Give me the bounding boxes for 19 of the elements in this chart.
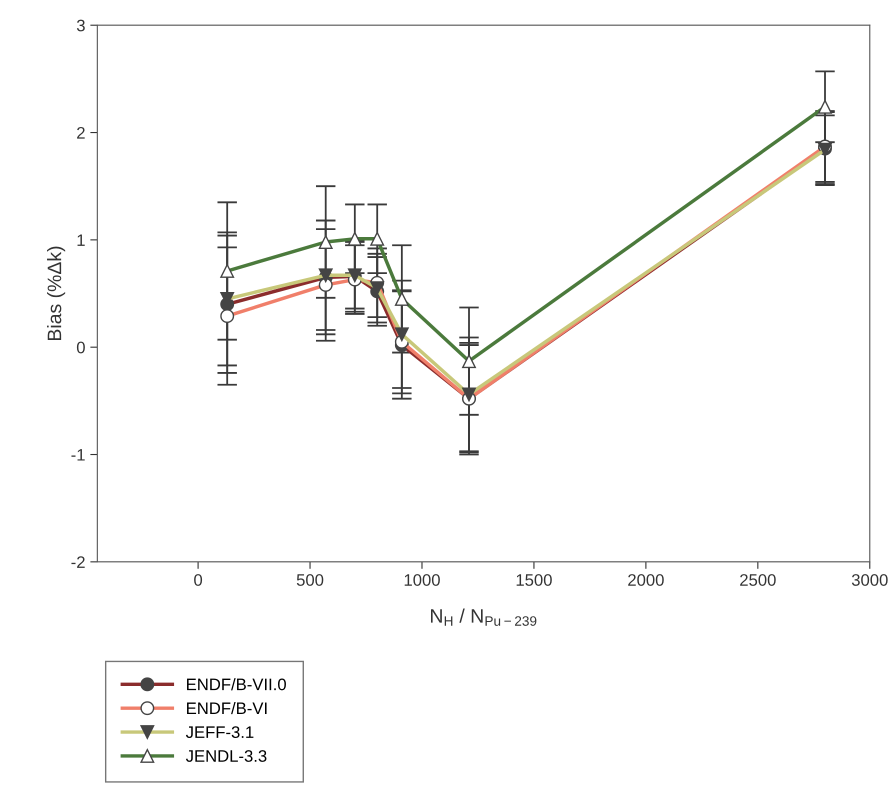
legend-label: ENDF/B-VI — [187, 702, 267, 714]
y-tick-label: 1 — [78, 234, 85, 246]
x-axis-title: N$_{H}$ / N$_{Pu−239}$ — [431, 608, 536, 626]
x-tick-label: 1500 — [516, 574, 552, 586]
y-tick-label: 2 — [77, 126, 85, 139]
y-axis-title: Bias (%Δk) — [47, 246, 66, 340]
x-tick-label: 2000 — [628, 574, 664, 586]
y-tick-label: 3 — [76, 20, 85, 32]
legend-label: JEFF-3.1 — [186, 726, 254, 738]
legend-label: ENDF/B-VII.0 — [187, 678, 286, 690]
y-tick-label: 0 — [76, 342, 85, 354]
y-tick-label: -2 — [71, 556, 85, 568]
x-tick-label: 0 — [194, 574, 202, 586]
y-tick-label: -1 — [71, 449, 85, 461]
legend-label: JENDL-3.3 — [186, 750, 266, 762]
x-tick-label: 1000 — [404, 574, 440, 586]
x-tick-label: 2500 — [740, 574, 776, 586]
x-tick-label: 500 — [296, 574, 324, 586]
x-tick-label: 3000 — [852, 574, 888, 586]
